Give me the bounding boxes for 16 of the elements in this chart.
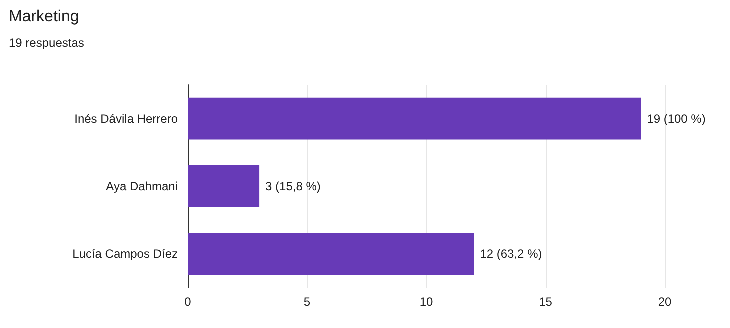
x-tick-label: 20 bbox=[658, 295, 672, 309]
y-tick-label: Inés Dávila Herrero bbox=[74, 112, 178, 126]
bar bbox=[188, 233, 474, 276]
x-tick-label: 0 bbox=[184, 295, 192, 309]
x-tick-label: 15 bbox=[539, 295, 553, 309]
data-label: 3 (15,8 %) bbox=[266, 180, 321, 194]
x-tick-label: 10 bbox=[420, 295, 434, 309]
data-label: 12 (63,2 %) bbox=[480, 247, 542, 262]
x-tick-label: 5 bbox=[304, 295, 311, 309]
y-tick-label: Aya Dahmani bbox=[106, 180, 178, 194]
data-label: 19 (100 %) bbox=[647, 112, 706, 126]
bar bbox=[188, 166, 260, 208]
bar bbox=[188, 98, 642, 140]
text: 19 respuestas bbox=[9, 36, 84, 50]
y-tick-label: Lucía Campos Díez bbox=[72, 247, 178, 262]
text: Marketing bbox=[9, 8, 80, 26]
